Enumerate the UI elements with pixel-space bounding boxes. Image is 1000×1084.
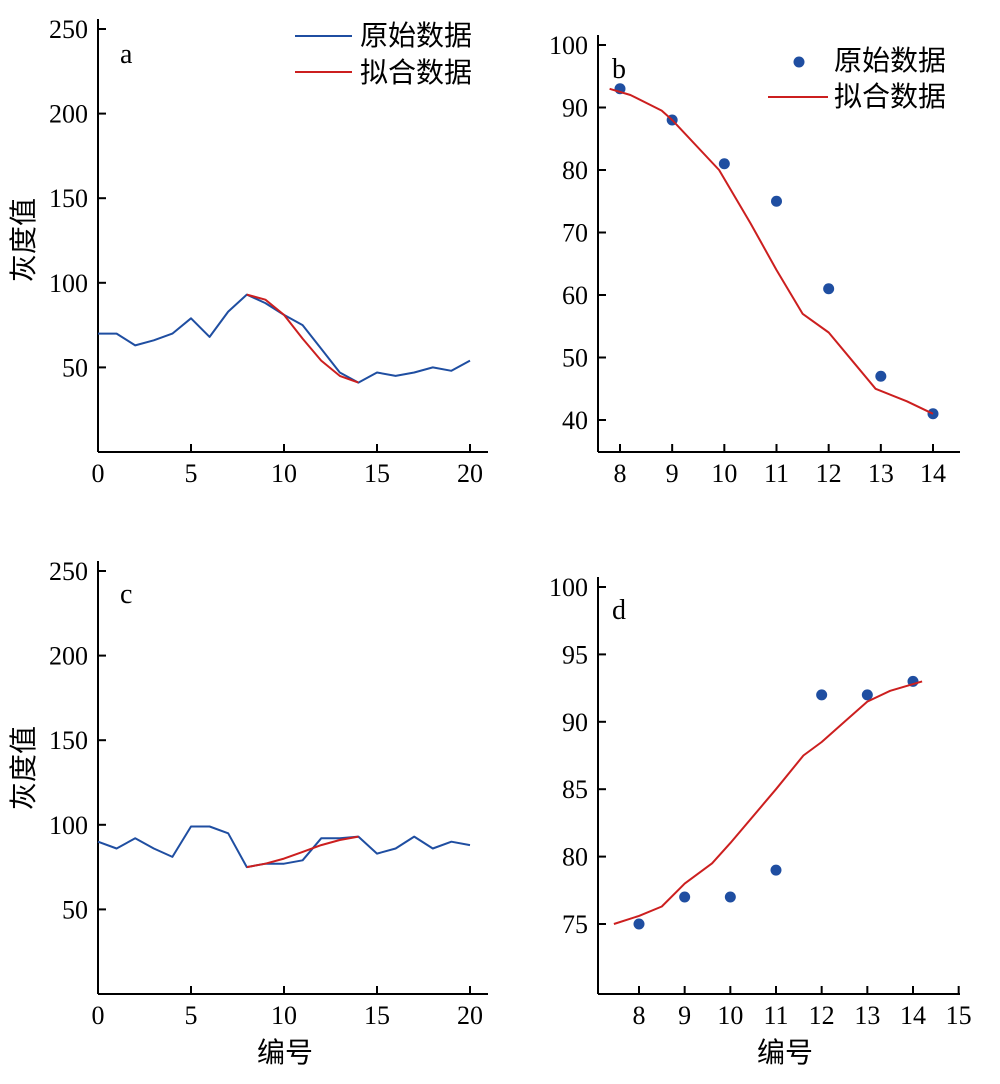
x-tick-label: 0 — [92, 1001, 105, 1030]
y-tick-label: 200 — [49, 642, 88, 671]
y-axis-title: 灰度值 — [8, 198, 40, 282]
y-tick-label: 85 — [562, 775, 588, 804]
legend-label: 拟合数据 — [360, 57, 472, 89]
series-line-raw — [98, 293, 471, 384]
x-tick-label: 13 — [868, 459, 894, 488]
data-point — [724, 891, 736, 903]
x-tick-label: 8 — [633, 1001, 646, 1030]
y-tick-label: 50 — [62, 353, 88, 382]
x-tick-label: 20 — [457, 1001, 483, 1030]
panel-label: c — [120, 579, 132, 610]
y-tick-label: 70 — [562, 219, 588, 248]
data-point — [875, 370, 887, 382]
data-point — [771, 195, 782, 207]
panel-label: b — [612, 54, 626, 85]
y-tick-label: 150 — [49, 184, 88, 213]
x-axis-title: 编号 — [757, 1037, 813, 1069]
y-tick-label: 80 — [562, 843, 588, 872]
x-tick-label: 14 — [920, 459, 946, 488]
legend-label: 原始数据 — [360, 20, 472, 52]
x-tick-label: 5 — [185, 1001, 198, 1030]
y-tick-label: 100 — [549, 573, 588, 602]
y-tick-label: 40 — [562, 406, 588, 435]
y-tick-label: 150 — [49, 726, 88, 755]
x-tick-label: 15 — [946, 1001, 972, 1030]
y-axis-title: 灰度值 — [8, 726, 40, 810]
series-line-fit — [609, 87, 934, 415]
x-tick-label: 10 — [717, 1001, 743, 1030]
y-tick-label: 90 — [562, 94, 588, 123]
legend-label: 拟合数据 — [834, 81, 946, 113]
data-point — [770, 864, 782, 876]
x-tick-label: 11 — [764, 459, 789, 488]
data-point — [823, 283, 835, 295]
legend-swatch — [793, 56, 805, 68]
y-tick-label: 100 — [49, 269, 88, 298]
panel-label: a — [120, 39, 133, 70]
x-tick-label: 9 — [666, 459, 679, 488]
series-line-fit — [613, 680, 923, 925]
y-tick-label: 250 — [49, 557, 88, 586]
data-point — [679, 891, 691, 903]
x-tick-label: 10 — [711, 459, 737, 488]
y-tick-label: 90 — [562, 708, 588, 737]
x-tick-label: 12 — [816, 459, 842, 488]
y-tick-label: 50 — [562, 344, 588, 373]
x-tick-label: 11 — [763, 1001, 788, 1030]
panel-label: d — [612, 595, 626, 626]
legend-label: 原始数据 — [834, 45, 946, 77]
y-tick-label: 250 — [49, 15, 88, 44]
y-tick-label: 95 — [562, 640, 588, 669]
x-tick-label: 13 — [854, 1001, 880, 1030]
x-tick-label: 14 — [900, 1001, 926, 1030]
data-point — [718, 158, 730, 170]
y-tick-label: 200 — [49, 100, 88, 129]
y-tick-label: 75 — [562, 910, 588, 939]
x-tick-label: 8 — [614, 459, 627, 488]
chart-panel-d: 75 80 85 90 95 100 8 9 10 11 12 13 14 15 d 编号 — [549, 573, 972, 1069]
y-tick-label: 50 — [62, 895, 88, 924]
y-tick-label: 100 — [549, 31, 588, 60]
series-line-fit — [246, 293, 359, 384]
y-tick-label: 100 — [49, 811, 88, 840]
data-point — [633, 918, 645, 930]
x-tick-label: 12 — [809, 1001, 835, 1030]
x-tick-label: 20 — [457, 459, 483, 488]
data-point — [861, 689, 873, 701]
x-tick-label: 10 — [271, 459, 297, 488]
x-tick-label: 10 — [271, 1001, 297, 1030]
x-tick-label: 0 — [92, 459, 105, 488]
x-tick-label: 9 — [678, 1001, 691, 1030]
series-line-raw — [97, 825, 471, 869]
x-axis-title: 编号 — [257, 1037, 313, 1069]
x-tick-label: 15 — [364, 1001, 390, 1030]
series-line-fit — [246, 835, 359, 869]
y-tick-label: 80 — [562, 156, 588, 185]
x-tick-label: 15 — [364, 459, 390, 488]
x-tick-label: 5 — [185, 459, 198, 488]
y-tick-label: 60 — [562, 281, 588, 310]
data-point — [816, 689, 828, 701]
